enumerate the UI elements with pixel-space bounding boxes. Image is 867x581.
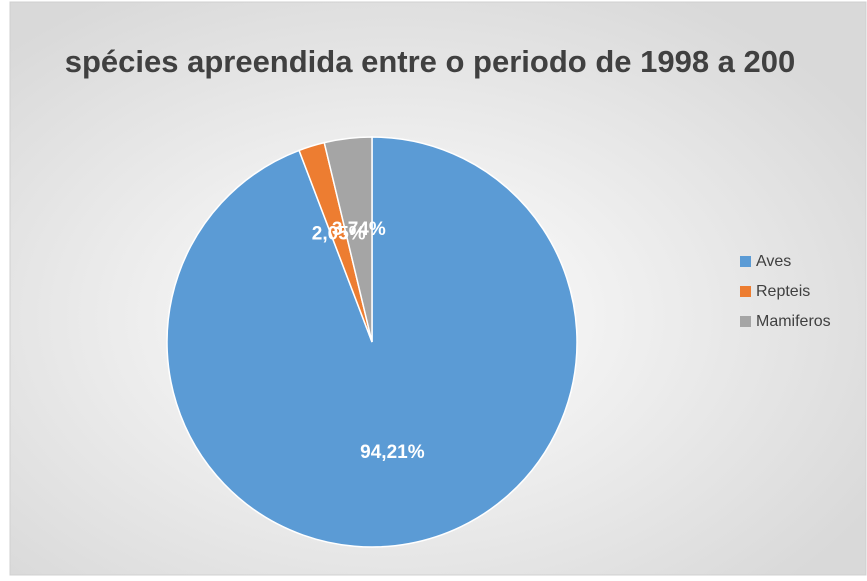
data-label: 2,05% <box>312 223 366 244</box>
data-label: 3,74% <box>332 219 386 240</box>
legend-swatch <box>740 256 751 267</box>
pie-slice <box>323 136 373 343</box>
legend-label: Repteis <box>756 283 810 300</box>
data-label: 94,21% <box>360 442 425 463</box>
legend-label: Mamiferos <box>756 313 831 330</box>
legend-swatch <box>740 286 751 297</box>
chart-title: spécies apreendida entre o periodo de 19… <box>65 44 796 79</box>
legend-swatch <box>740 316 751 327</box>
legend-label: Aves <box>756 253 791 270</box>
